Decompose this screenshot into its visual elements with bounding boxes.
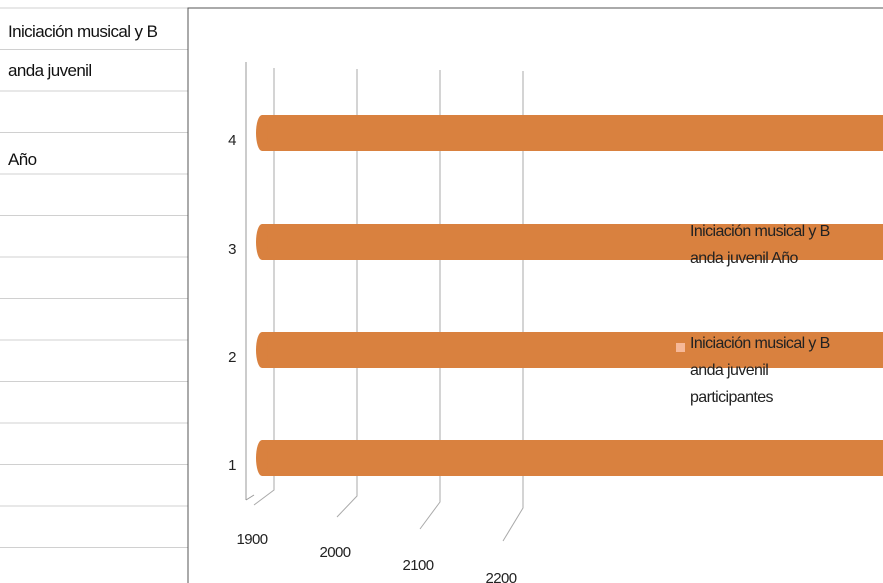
legend-swatch (676, 343, 685, 352)
bar-cap (256, 224, 268, 260)
x-tick-label: 2200 (486, 570, 517, 583)
legend-entry: Iniciación musical y B anda juvenil Año (690, 223, 830, 267)
bar-cap (256, 115, 268, 151)
y-tick-label: 2 (228, 349, 236, 366)
chart-area (187, 7, 883, 583)
bar-segment (262, 224, 883, 260)
bar-segment (262, 440, 883, 476)
bar-cap (256, 332, 268, 368)
grid-line (502, 71, 524, 542)
grid-line (336, 69, 358, 518)
x-tick-label: 2000 (320, 544, 351, 561)
grid-line (253, 68, 275, 506)
bar-segment (262, 332, 883, 368)
y-tick-label: 4 (228, 132, 236, 149)
x-tick-label: 2100 (403, 557, 434, 574)
bar-segment (262, 115, 883, 151)
cell[interactable]: Año (8, 150, 37, 169)
bar-cap (256, 440, 268, 476)
grid-line (419, 70, 441, 530)
axis-line (245, 494, 255, 501)
y-tick-label: 3 (228, 241, 236, 258)
legend-swatch (676, 231, 685, 240)
x-tick-label: 1900 (237, 531, 268, 548)
cell[interactable]: Iniciación musical y B anda juvenil (8, 22, 158, 80)
legend-entry: Iniciación musical y B anda juvenil part… (690, 335, 830, 406)
y-tick-label: 1 (228, 457, 236, 474)
